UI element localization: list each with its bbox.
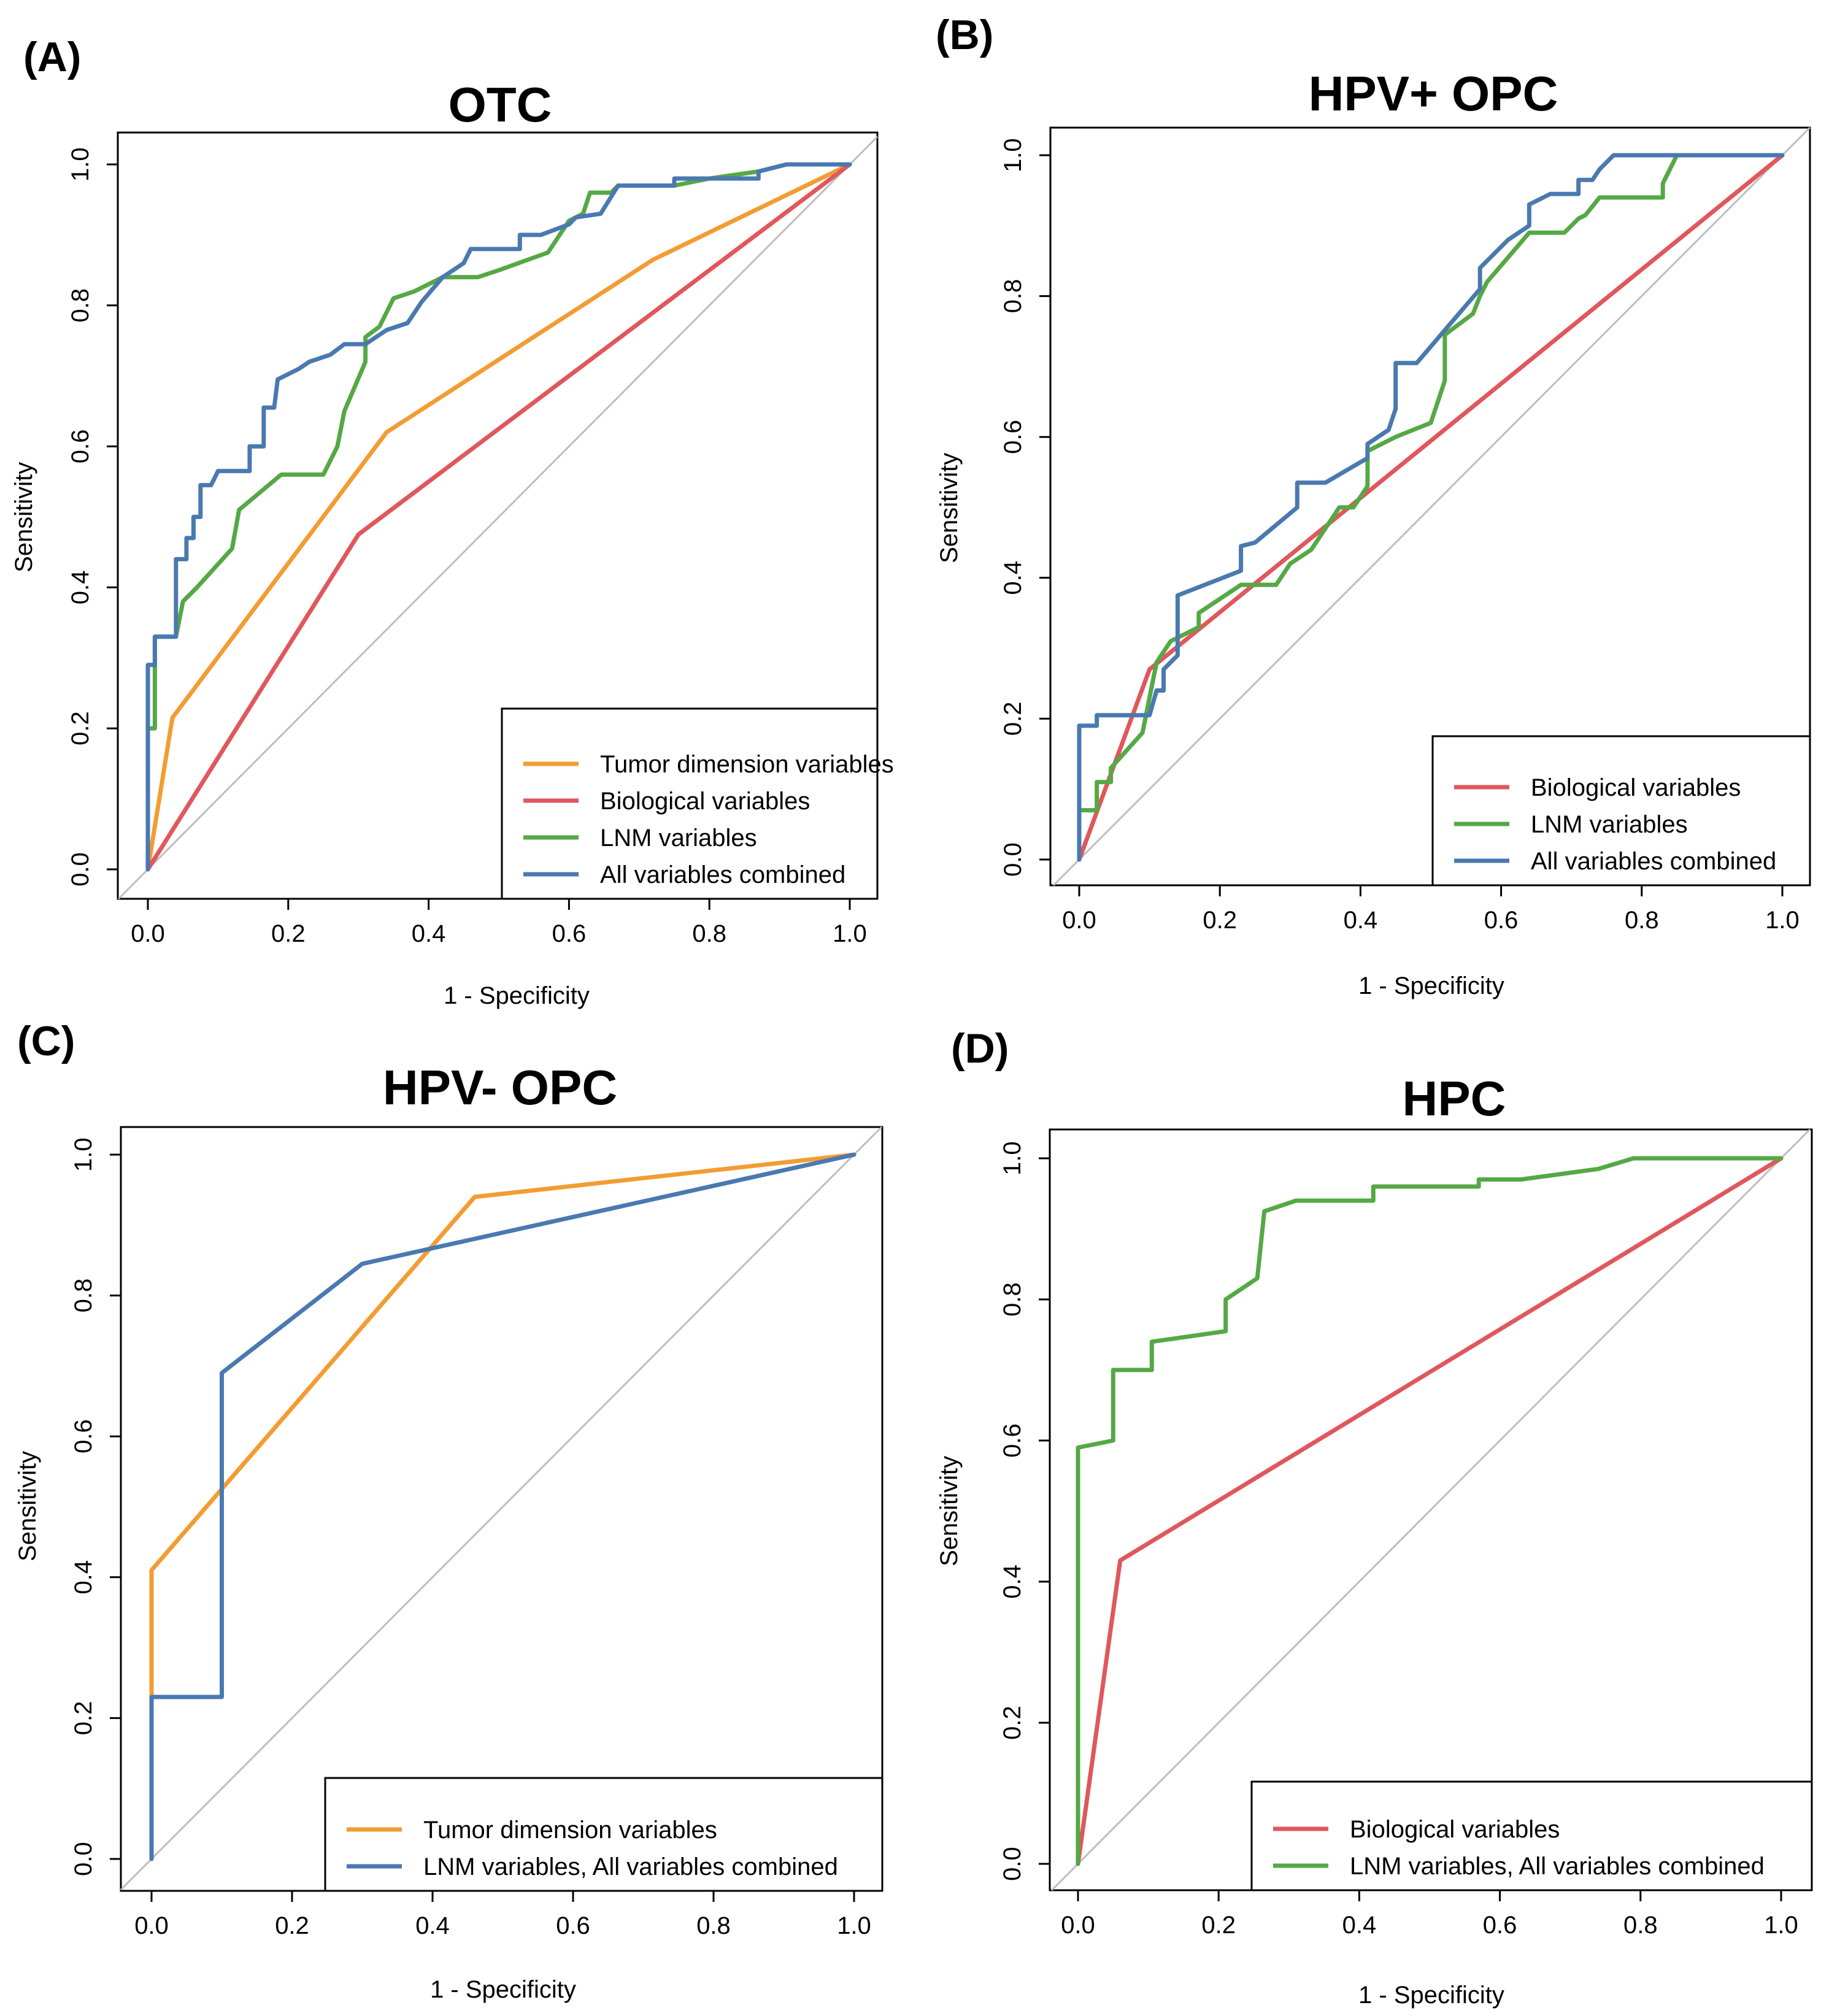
legend-entry: Tumor dimension variables: [600, 751, 894, 778]
roc-curve-all-variables-combined: [145, 162, 852, 872]
roc-panel-d: (D) HPC 0.0 0.2 0.4 0.6 0.8 1.0 0.0 0.2 0.4 0.6 0.8 1…: [936, 1025, 1813, 2009]
chart-title: HPC: [1403, 1071, 1506, 1126]
legend-entry: LNM variables, All variables combined: [423, 1853, 838, 1880]
x-axis-label: 1 - Specificity: [1358, 1982, 1504, 2009]
y-tick-label: 0.8: [999, 1282, 1026, 1317]
y-tick-label: 0.0: [999, 1847, 1026, 1881]
roc-curve-lnm-variables-all-variables-combined: [1076, 1156, 1784, 1866]
x-tick-label: 0.4: [1342, 1912, 1377, 1939]
y-tick-label: 0.8: [70, 1279, 97, 1313]
x-axis-label: 1 - Specificity: [430, 1976, 576, 2003]
y-tick-label: 0.8: [67, 288, 94, 323]
y-tick-label: 0.4: [999, 561, 1026, 595]
reference-diagonal: [118, 136, 879, 900]
y-tick-label: 1.0: [999, 138, 1026, 172]
x-tick-label: 0.6: [556, 1912, 590, 1939]
x-tick-label: 0.2: [271, 920, 306, 947]
chart-title: OTC: [449, 77, 552, 132]
x-tick-label: 0.6: [1484, 907, 1519, 934]
roc-panel-c: (C) HPV- OPC 0.0 0.2 0.4 0.6 0.8 1.0 0.0 0.2 0.4 0.…: [14, 1018, 884, 2003]
legend-entry: Biological variables: [600, 788, 810, 815]
y-tick-label: 0.4: [999, 1564, 1026, 1599]
legend-entry: Biological variables: [1350, 1816, 1560, 1843]
panel-label: (B): [936, 12, 993, 58]
roc-panel-b: (B) HPV+ OPC 0.0 0.2 0.4 0.6 0.8 1.0 0.0 0.2 0.4 0.…: [936, 12, 1811, 999]
roc-panel-a: (A) OTC 0.0 0.2 0.4 0.6 0.8 1.0 0.0 0.2 0.4 0.6 0.8 1…: [10, 34, 894, 1009]
y-tick-label: 0.4: [70, 1560, 97, 1595]
x-tick-label: 1.0: [1765, 907, 1800, 934]
y-axis-label: Sensitivity: [936, 453, 963, 563]
y-axis-label: Sensitivity: [14, 1451, 41, 1561]
y-tick-label: 0.6: [70, 1419, 97, 1453]
x-tick-label: 0.8: [1625, 907, 1659, 934]
roc-curve-tumor-dimension-variables: [149, 1152, 857, 1699]
y-axis-label: Sensitivity: [10, 462, 37, 572]
y-tick-label: 0.4: [67, 571, 94, 605]
x-tick-label: 0.0: [1062, 907, 1096, 934]
y-tick-label: 0.2: [999, 1706, 1026, 1740]
legend-box: [1250, 1780, 1813, 1891]
x-tick-label: 0.4: [1344, 907, 1378, 934]
legend-entry: LNM variables: [1531, 811, 1688, 838]
y-tick-label: 0.2: [70, 1701, 97, 1736]
roc-curve-lnm-variables-all-variables-combined: [149, 1152, 857, 1861]
legend-entry: All variables combined: [600, 861, 845, 888]
y-tick-label: 0.6: [999, 420, 1026, 454]
legend-entry: LNM variables: [600, 825, 757, 852]
y-tick-label: 0.0: [70, 1842, 97, 1876]
panel-label: (D): [951, 1025, 1009, 1072]
plot-frame: [1049, 126, 1811, 887]
y-tick-label: 0.6: [999, 1423, 1026, 1458]
y-tick-label: 0.6: [67, 429, 94, 464]
x-tick-label: 0.4: [415, 1912, 450, 1939]
x-tick-label: 0.8: [696, 1912, 731, 1939]
x-tick-label: 0.2: [275, 1912, 309, 1939]
roc-curve-biological-variables: [1077, 153, 1785, 862]
roc-curve-all-variables-combined: [1077, 153, 1785, 862]
y-tick-label: 1.0: [67, 147, 94, 182]
roc-curve-tumor-dimension-variables: [145, 162, 852, 872]
roc-curve-lnm-variables: [1077, 153, 1785, 862]
y-tick-label: 0.8: [999, 279, 1026, 314]
x-tick-label: 0.0: [134, 1912, 169, 1939]
x-axis-label: 1 - Specificity: [1358, 972, 1504, 999]
y-tick-label: 0.0: [999, 842, 1026, 877]
x-tick-label: 0.4: [412, 920, 446, 947]
roc-curve-biological-variables: [1076, 1156, 1784, 1866]
x-tick-label: 0.0: [1061, 1912, 1095, 1939]
y-axis-label: Sensitivity: [936, 1456, 963, 1566]
reference-diagonal: [120, 1126, 882, 1891]
chart-title: HPV+ OPC: [1309, 66, 1558, 121]
legend-entry: Tumor dimension variables: [423, 1817, 717, 1844]
x-tick-label: 1.0: [833, 920, 867, 947]
roc-curve-biological-variables: [145, 162, 852, 872]
x-tick-label: 1.0: [1764, 1912, 1798, 1939]
x-tick-label: 0.0: [131, 920, 165, 947]
y-tick-label: 0.0: [67, 852, 94, 887]
x-tick-label: 0.6: [1483, 1912, 1517, 1939]
panel-label: (C): [17, 1018, 75, 1064]
x-tick-label: 0.8: [1623, 1912, 1658, 1939]
panel-label: (A): [23, 34, 81, 80]
x-tick-label: 0.2: [1201, 1912, 1236, 1939]
y-tick-label: 0.2: [67, 711, 94, 745]
plot-frame: [117, 131, 879, 900]
reference-diagonal: [1053, 126, 1811, 887]
y-tick-label: 0.2: [999, 702, 1026, 736]
x-tick-label: 1.0: [837, 1912, 871, 1939]
legend-entry: Biological variables: [1531, 774, 1741, 801]
legend-box: [501, 707, 879, 900]
x-tick-label: 0.2: [1203, 907, 1237, 934]
x-tick-label: 0.6: [552, 920, 587, 947]
chart-title: HPV- OPC: [383, 1060, 617, 1115]
legend-entry: All variables combined: [1531, 848, 1776, 875]
legend-box: [324, 1777, 884, 1892]
x-axis-label: 1 - Specificity: [444, 982, 590, 1009]
reference-diagonal: [1051, 1128, 1811, 1891]
legend-entry: LNM variables, All variables combined: [1350, 1853, 1765, 1880]
x-tick-label: 0.8: [692, 920, 726, 947]
y-tick-label: 1.0: [999, 1141, 1026, 1175]
y-tick-label: 1.0: [70, 1137, 97, 1172]
